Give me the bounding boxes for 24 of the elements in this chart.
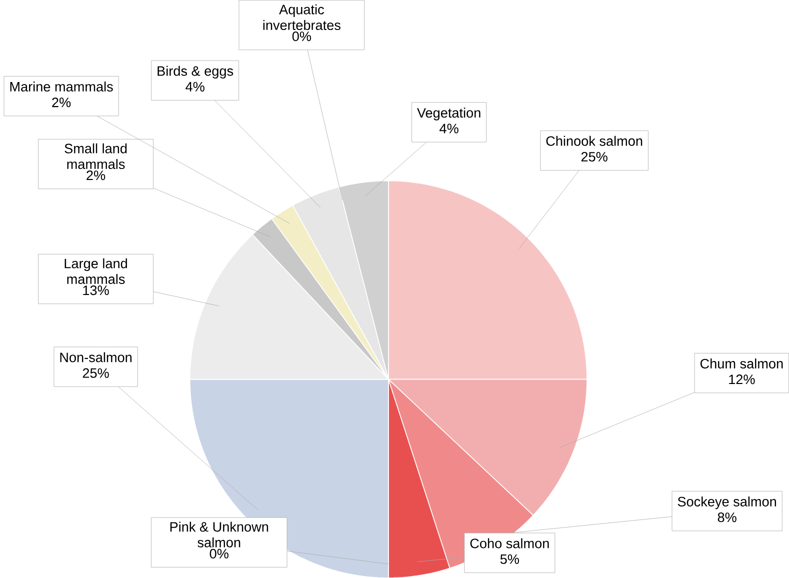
- slice-label: Large land mammals: [64, 258, 127, 284]
- category-label: Aquatic invertebrates: [263, 4, 340, 30]
- data-label: 8%: [718, 512, 736, 522]
- text: 0%: [292, 31, 312, 41]
- data-label: 4%: [440, 124, 458, 134]
- category-label: Pink & Unknown salmon: [170, 522, 268, 548]
- slice-label: Non-salmon: [60, 352, 132, 362]
- data-label: 2%: [52, 97, 71, 107]
- data-label: 4%: [186, 82, 204, 92]
- slice-label: Coho salmon: [470, 538, 549, 548]
- data-label: 12%: [729, 374, 755, 384]
- data-label: 2%: [86, 170, 106, 180]
- data-label: 25%: [82, 368, 109, 378]
- data-label: 25%: [581, 152, 608, 162]
- slice-label: Sockeye salmon: [678, 496, 776, 509]
- slice-label: Chinook salmon: [546, 136, 642, 146]
- slice-label: Birds & eggs: [158, 66, 234, 78]
- slice-label: Marine mammals: [10, 81, 113, 92]
- slice-label: Vegetation: [417, 108, 480, 120]
- text: 0%: [210, 548, 228, 558]
- slice-label: Chum salmon: [700, 358, 783, 368]
- data-label: 5%: [500, 554, 519, 564]
- slice-label: Small land mammals: [64, 143, 127, 169]
- data-label: 13%: [83, 285, 109, 295]
